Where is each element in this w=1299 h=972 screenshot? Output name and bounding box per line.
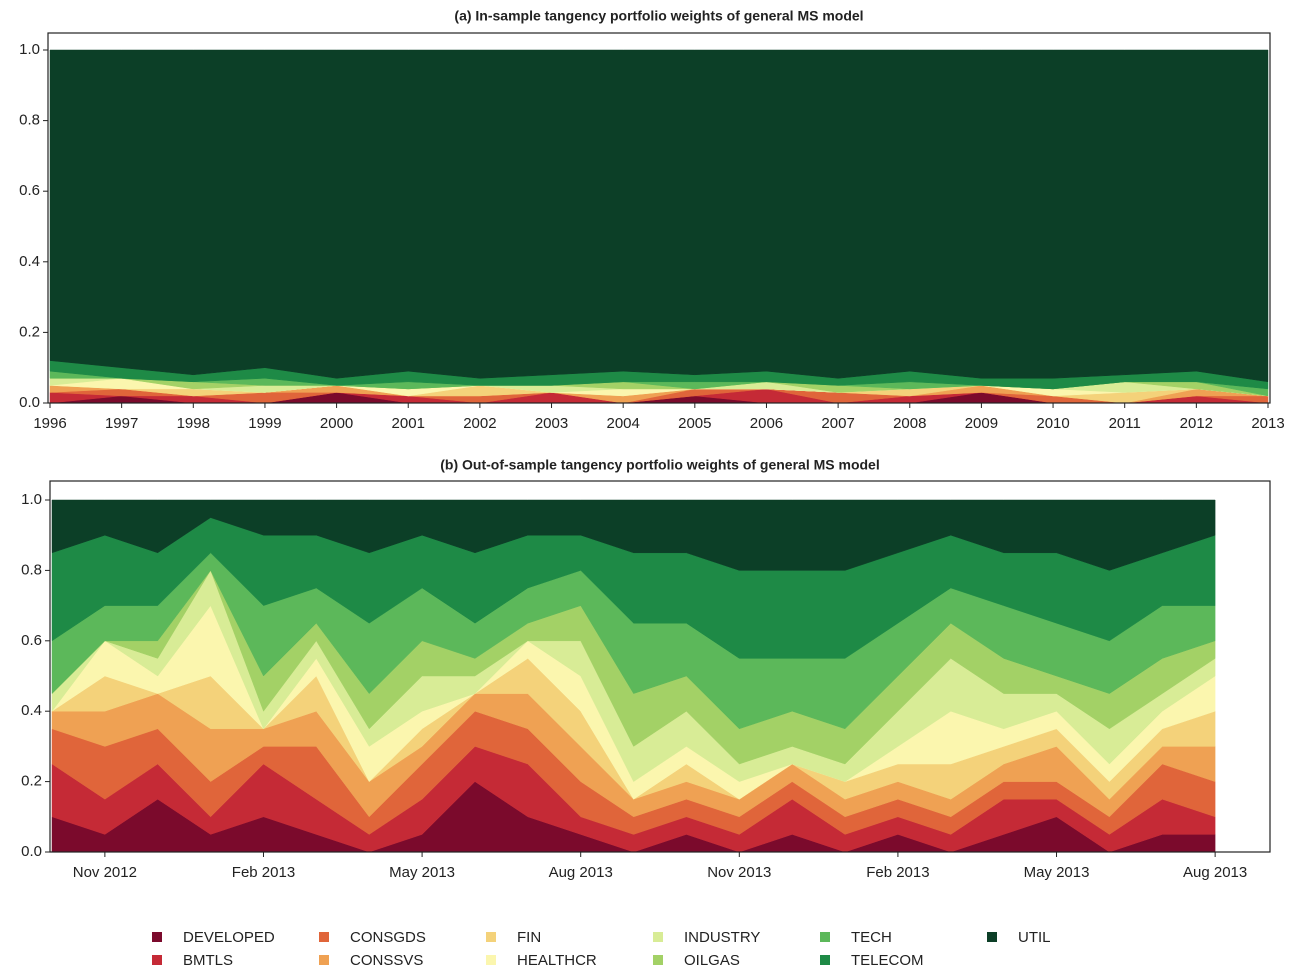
y-tick-label: 0.0 — [19, 394, 40, 411]
x-tick-label: 2012 — [1180, 415, 1213, 432]
legend-label: BMTLS — [183, 952, 233, 969]
y-tick-label: 0.0 — [21, 843, 42, 860]
x-tick-label: 2002 — [463, 415, 496, 432]
x-tick-label: 2008 — [893, 415, 926, 432]
plot-area — [49, 49, 1269, 404]
legend-swatch — [319, 932, 329, 942]
x-tick-label: 2009 — [965, 415, 998, 432]
y-tick-label: 0.6 — [19, 182, 40, 199]
legend-swatch — [987, 932, 997, 942]
y-tick-label: 0.4 — [19, 253, 40, 270]
x-tick-label: 1996 — [33, 415, 66, 432]
legend-swatch — [653, 955, 663, 965]
legend-swatch — [152, 932, 162, 942]
legend-label: CONSSVS — [350, 952, 423, 969]
y-tick-label: 0.2 — [21, 773, 42, 790]
y-tick-label: 0.6 — [21, 632, 42, 649]
chart-title: (b) Out-of-sample tangency portfolio wei… — [440, 457, 879, 473]
x-tick-label: 2006 — [750, 415, 783, 432]
x-tick-label: 2007 — [821, 415, 854, 432]
x-tick-label: 2010 — [1036, 415, 1069, 432]
y-tick-label: 1.0 — [21, 491, 42, 508]
legend-label: HEALTHCR — [517, 952, 597, 969]
legend-label: FIN — [517, 929, 541, 946]
x-tick-label: Feb 2013 — [866, 864, 929, 881]
legend-label: INDUSTRY — [684, 929, 760, 946]
y-tick-label: 0.2 — [19, 323, 40, 340]
x-tick-label: May 2013 — [389, 864, 455, 881]
x-tick-label: 1999 — [248, 415, 281, 432]
plot-frame — [49, 480, 1271, 853]
legend-swatch — [486, 955, 496, 965]
x-tick-label: 2011 — [1109, 415, 1141, 432]
x-tick-label: 2013 — [1251, 415, 1284, 432]
legend-swatch — [319, 955, 329, 965]
y-tick-label: 1.0 — [19, 41, 40, 58]
legend-label: OILGAS — [684, 952, 740, 969]
x-tick-label: 1998 — [177, 415, 210, 432]
legend-label: TECH — [851, 929, 892, 946]
x-tick-label: Nov 2013 — [707, 864, 771, 881]
x-tick-label: May 2013 — [1024, 864, 1090, 881]
legend-label: DEVELOPED — [183, 929, 275, 946]
x-tick-label: Aug 2013 — [549, 864, 613, 881]
x-tick-label: 2000 — [320, 415, 353, 432]
legend-swatch — [820, 932, 830, 942]
chart-title: (a) In-sample tangency portfolio weights… — [454, 8, 863, 24]
area — [51, 499, 1216, 571]
plot-area — [51, 499, 1216, 853]
y-tick-label: 0.8 — [21, 561, 42, 578]
legend-label: UTIL — [1018, 929, 1051, 946]
legend-swatch — [820, 955, 830, 965]
legend-swatch — [653, 932, 663, 942]
x-tick-label: 2001 — [392, 415, 425, 432]
x-tick-label: 2003 — [535, 415, 568, 432]
x-tick-label: Feb 2013 — [232, 864, 295, 881]
area — [49, 49, 1269, 383]
legend-label: CONSGDS — [350, 929, 426, 946]
plot-frame — [47, 32, 1271, 404]
legend-label: TELECOM — [851, 952, 924, 969]
y-tick-label: 0.4 — [21, 702, 42, 719]
x-tick-label: 2005 — [678, 415, 711, 432]
legend-swatch — [486, 932, 496, 942]
x-tick-label: 2004 — [606, 415, 639, 432]
legend-swatch — [152, 955, 162, 965]
x-tick-label: 1997 — [105, 415, 138, 432]
x-tick-label: Aug 2013 — [1183, 864, 1247, 881]
y-tick-label: 0.8 — [19, 112, 40, 129]
x-tick-label: Nov 2012 — [73, 864, 137, 881]
